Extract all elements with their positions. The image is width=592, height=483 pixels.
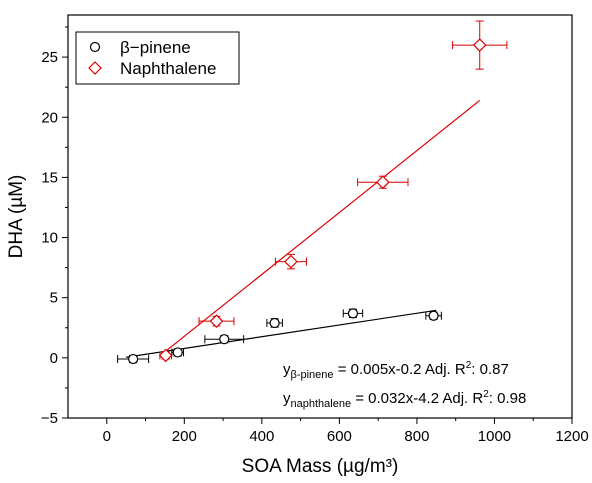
y-tick-label: 15: [41, 169, 58, 186]
data-point: [274, 253, 307, 270]
data-point: [158, 348, 173, 363]
x-tick-label: 1000: [478, 428, 511, 445]
data-points: [117, 20, 508, 365]
fit-equations: yβ-pinene = 0.005x-0.2 Adj. R2: 0.87 ynap…: [283, 360, 526, 410]
data-point: [266, 317, 283, 329]
diamond-marker: [209, 314, 224, 329]
y-axis-label: DHA (µM): [6, 175, 27, 259]
x-tick-label: 200: [172, 428, 197, 445]
x-tick-label: 0: [103, 428, 111, 445]
y-tick-label: 20: [41, 109, 58, 126]
data-point: [357, 175, 409, 190]
circle-marker: [428, 310, 439, 321]
fit-line-1: [164, 99, 481, 353]
fit-equation: yβ-pinene = 0.005x-0.2 Adj. R2: 0.87: [283, 360, 509, 381]
diamond-marker: [158, 348, 173, 363]
diamond-marker: [375, 175, 390, 190]
fit-equation: ynaphthalene = 0.032x-4.2 Adj. R2: 0.98: [283, 389, 526, 410]
data-point: [425, 310, 442, 321]
fit-line-0: [126, 309, 437, 358]
circle-marker: [219, 334, 230, 345]
y-tick-label: 0: [50, 350, 58, 367]
legend-marker: [88, 61, 102, 75]
x-tick-label: 1200: [555, 428, 588, 445]
legend-label: Naphthalene: [120, 59, 216, 78]
circle-marker: [128, 353, 139, 365]
data-point: [342, 308, 364, 319]
fit-lines: [126, 99, 481, 358]
circle-marker: [269, 317, 280, 329]
legend: β−pinene Naphthalene: [75, 31, 240, 85]
circle-marker: [347, 308, 359, 319]
x-tick-label: 600: [327, 428, 352, 445]
y-tick-label: 10: [41, 230, 58, 247]
y-tick-label: 25: [41, 49, 58, 66]
data-point: [198, 314, 235, 329]
legend-label: β−pinene: [120, 38, 191, 57]
x-axis-label: SOA Mass (µg/m³): [242, 456, 399, 477]
data-point: [117, 353, 150, 365]
diamond-marker: [472, 38, 487, 52]
diamond-marker: [284, 254, 298, 269]
circle-marker: [172, 347, 183, 358]
legend-box: [75, 31, 240, 85]
plot-frame: [67, 14, 573, 419]
y-tick-label: 5: [50, 290, 58, 307]
x-tick-label: 800: [404, 428, 429, 445]
data-point: [452, 20, 508, 70]
data-point: [171, 347, 185, 358]
x-tick-label: 400: [249, 428, 274, 445]
axes: 0 200 400 600 800 1000 1200 −5 0 5 10 15 20 25: [41, 14, 589, 445]
data-point: [204, 334, 245, 345]
legend-marker: [89, 41, 101, 53]
y-tick-label: −5: [41, 410, 58, 427]
